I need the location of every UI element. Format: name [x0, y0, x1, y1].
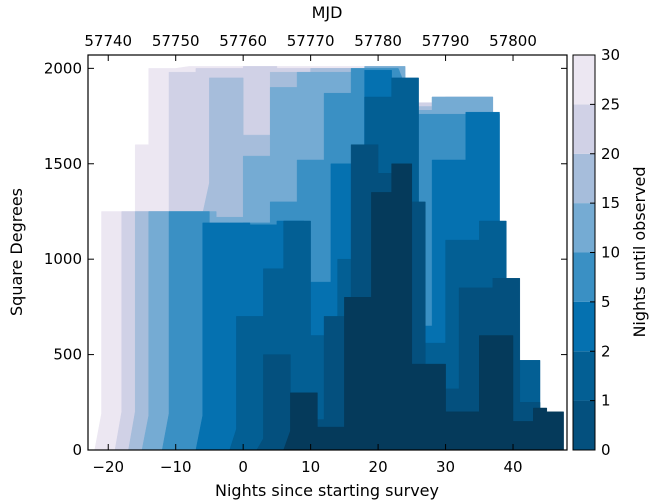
x-tick-label: 30: [436, 458, 455, 476]
colorbar-tick-label: 25: [601, 95, 620, 113]
colorbar-band: [573, 301, 595, 352]
top-tick-label: 57790: [422, 32, 470, 50]
colorbar-band: [573, 252, 595, 302]
x-tick-label: −20: [92, 458, 124, 476]
top-axis-label: MJD: [312, 3, 343, 22]
y-axis-label: Square Degrees: [7, 188, 26, 316]
colorbar-tick-label: 15: [601, 194, 620, 212]
top-tick-label: 57740: [84, 32, 132, 50]
plot-area: [94, 66, 564, 450]
top-tick-label: 57750: [152, 32, 200, 50]
series-area-0: [283, 163, 564, 450]
y-tick-label: 1500: [44, 155, 82, 173]
plot-frame: [87, 54, 568, 451]
axes-ticks: −20 −10 0 10 20 30 40 57740 57750 57760 57770 57780…: [44, 32, 567, 476]
top-tick-label: 57770: [287, 32, 335, 50]
x-tick-label: 10: [301, 458, 320, 476]
colorbar-tick-label: 0: [601, 441, 611, 459]
x-tick-label: 40: [503, 458, 522, 476]
y-tick-label: 500: [53, 346, 82, 364]
x-tick-label: 20: [369, 458, 388, 476]
colorbar-tick-label: 5: [601, 293, 611, 311]
colorbar-band: [573, 203, 595, 253]
colorbar-tick-label: 30: [601, 46, 620, 64]
x-axis-label: Nights since starting survey: [215, 481, 439, 500]
colorbar-band: [573, 400, 595, 450]
colorbar-band: [573, 153, 595, 204]
y-tick-label: 0: [72, 441, 82, 459]
y-tick-label: 1000: [44, 250, 82, 268]
top-tick-label: 57760: [219, 32, 267, 50]
x-tick-label: 0: [238, 458, 248, 476]
colorbar-band: [573, 104, 595, 154]
colorbar-tick-label: 1: [601, 392, 611, 410]
colorbar-band: [573, 351, 595, 401]
colorbar-frame: [572, 54, 596, 451]
y-tick-label: 2000: [44, 59, 82, 77]
colorbar-tick-label: 10: [601, 244, 620, 262]
colorbar-tick-label: 20: [601, 145, 620, 163]
top-tick-label: 57800: [489, 32, 537, 50]
colorbar-band: [573, 55, 595, 105]
x-tick-label: −10: [160, 458, 192, 476]
top-tick-label: 57780: [354, 32, 402, 50]
colorbar-label: Nights until observed: [630, 166, 649, 337]
colorbar-tick-label: 2: [601, 342, 611, 360]
